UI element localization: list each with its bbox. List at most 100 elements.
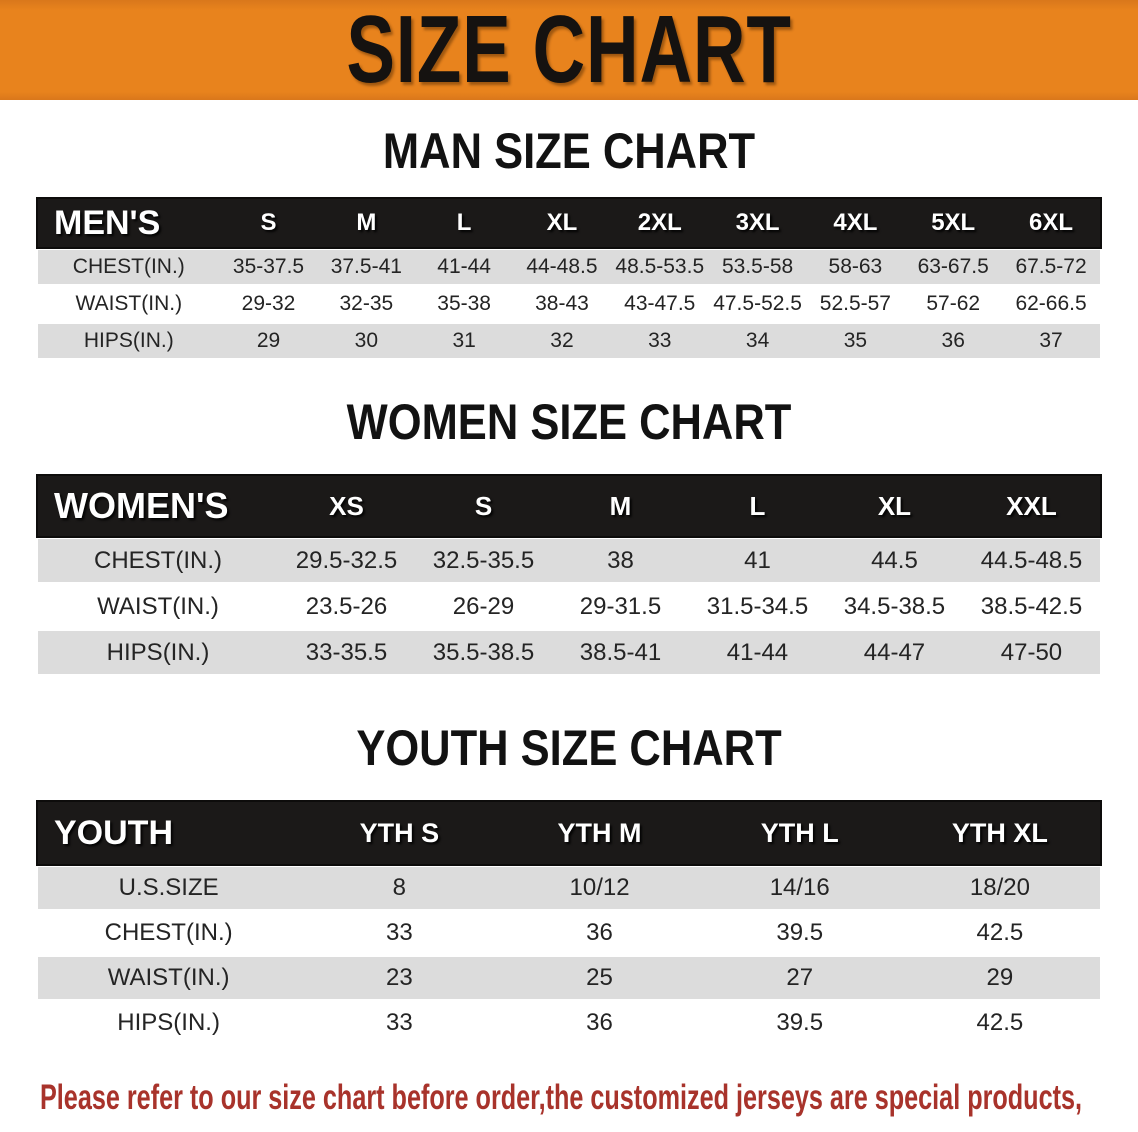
value-cell: 53.5-58 [721, 255, 794, 278]
value-cell: 31.5-34.5 [706, 592, 809, 620]
value-cell: 33 [385, 919, 413, 946]
size-table: WOMEN'S XS S M L XL XXL CHEST(IN.) 29.5-32.5 32.5… [38, 473, 1100, 677]
row-label-cell: CHEST(IN.) [72, 255, 185, 278]
value-cell: 29-31.5 [579, 592, 662, 620]
value-cell: 37 [1039, 329, 1063, 352]
value-cell: 30 [354, 329, 378, 352]
value-cell: 35-37.5 [232, 255, 305, 278]
table-row: WAIST(IN.) 23.5-26 26-29 29-31.5 31.5-34.5 34… [38, 585, 1100, 628]
size-column-header: 3XL [735, 209, 780, 236]
value-cell: 35.5-38.5 [432, 638, 535, 666]
table-row: HIPS(IN.) 33 36 39.5 42.5 [38, 1002, 1100, 1044]
size-column-header: XS [329, 490, 364, 521]
row-label-cell: WAIST(IN.) [75, 292, 183, 315]
value-cell: 29 [986, 964, 1014, 991]
women-section-heading: WOMEN SIZE CHART [346, 394, 792, 450]
row-label-cell: U.S.SIZE [118, 874, 219, 901]
banner-title: SIZE CHART [346, 0, 792, 103]
value-cell: 32.5-35.5 [432, 546, 535, 574]
value-cell: 34 [745, 329, 770, 352]
value-cell: 67.5-72 [1015, 255, 1087, 278]
table-row: U.S.SIZE 8 10/12 14/16 18/20 [38, 867, 1100, 909]
value-cell: 14/16 [769, 874, 830, 901]
value-cell: 31 [452, 329, 476, 352]
size-column-header: YTH L [760, 817, 839, 848]
value-cell: 27 [786, 964, 814, 991]
table-row: WAIST(IN.) 29-32 32-35 35-38 38-43 43-47.5 47.… [38, 287, 1100, 321]
table-row: HIPS(IN.) 29 30 31 32 33 34 35 36 37 [38, 324, 1100, 358]
women-size-table: WOMEN'S XS S M L XL XXL CHEST(IN.) 29.5-32.5 32.5… [38, 473, 1100, 677]
value-cell: 43-47.5 [624, 292, 696, 315]
size-column-header: XL [877, 490, 912, 521]
table-row: HIPS(IN.) 33-35.5 35.5-38.5 38.5-41 41-44 44-… [38, 631, 1100, 674]
value-cell: 39.5 [776, 1009, 824, 1036]
size-table: YOUTH YTH S YTH M YTH L YTH XL U.S.SIZE 8 10/12… [38, 799, 1100, 1047]
value-cell: 62-66.5 [1015, 292, 1087, 315]
value-cell: 41 [744, 546, 771, 574]
size-column-header: YTH XL [951, 817, 1048, 848]
row-label-cell: HIPS(IN.) [106, 638, 210, 666]
size-column-header: YTH S [359, 817, 440, 848]
table-title-cell: YOUTH [54, 813, 173, 852]
value-cell: 44-47 [863, 638, 926, 666]
value-cell: 38 [607, 546, 634, 574]
man-section-heading: MAN SIZE CHART [382, 123, 756, 179]
value-cell: 47.5-52.5 [713, 292, 802, 315]
value-cell: 36 [941, 329, 965, 352]
size-column-header: XXL [1006, 490, 1057, 521]
table-row: WAIST(IN.) 23 25 27 29 [38, 957, 1100, 999]
value-cell: 35 [843, 329, 868, 352]
value-cell: 39.5 [776, 919, 824, 946]
value-cell: 41-44 [437, 255, 491, 278]
table-header-row: YOUTH YTH S YTH M YTH L YTH XL [38, 802, 1100, 864]
value-cell: 23.5-26 [305, 592, 388, 620]
value-cell: 42.5 [976, 919, 1024, 946]
youth-size-table: YOUTH YTH S YTH M YTH L YTH XL U.S.SIZE 8 10/12… [38, 799, 1100, 1047]
disclaimer-line-2: we don't accept cancel, change, teturn o… [40, 1122, 963, 1132]
value-cell: 35-38 [437, 292, 491, 315]
row-label-cell: CHEST(IN.) [104, 919, 233, 946]
value-cell: 44.5 [871, 546, 918, 574]
size-column-header: S [474, 490, 493, 521]
value-cell: 18/20 [969, 874, 1030, 901]
value-cell: 44.5-48.5 [980, 546, 1083, 574]
table-title-cell: MEN'S [54, 203, 161, 242]
row-label-cell: WAIST(IN.) [107, 964, 230, 991]
size-column-header: 4XL [833, 209, 878, 236]
value-cell: 38.5-42.5 [980, 592, 1083, 620]
men-size-table: MEN'S S M L XL 2XL 3XL 4XL 5XL 6XL CHEST(IN.) 35-37… [38, 196, 1100, 361]
row-label-cell: HIPS(IN.) [83, 329, 174, 352]
value-cell: 33 [385, 1009, 413, 1036]
table-header-row: WOMEN'S XS S M L XL XXL [38, 476, 1100, 536]
size-column-header: XL [546, 209, 578, 236]
value-cell: 44-48.5 [526, 255, 598, 278]
value-cell: 29.5-32.5 [295, 546, 398, 574]
value-cell: 26-29 [452, 592, 515, 620]
size-column-header: 5XL [931, 209, 976, 236]
row-label-cell: WAIST(IN.) [97, 592, 219, 620]
row-label-cell: HIPS(IN.) [117, 1009, 220, 1036]
table-row: CHEST(IN.) 33 36 39.5 42.5 [38, 912, 1100, 954]
value-cell: 29 [256, 329, 281, 352]
value-cell: 63-67.5 [917, 255, 989, 278]
size-column-header: L [749, 490, 766, 521]
value-cell: 42.5 [976, 1009, 1024, 1036]
size-column-header: S [260, 209, 277, 236]
table-title-cell: WOMEN'S [54, 485, 229, 526]
size-table: MEN'S S M L XL 2XL 3XL 4XL 5XL 6XL CHEST(IN.) 35-37… [38, 196, 1100, 361]
size-column-header: 6XL [1029, 209, 1074, 236]
value-cell: 58-63 [828, 255, 883, 278]
disclaimer-text: Please refer to our size chart before or… [40, 1073, 1138, 1132]
value-cell: 36 [586, 919, 613, 946]
youth-section-heading: YOUTH SIZE CHART [356, 720, 782, 776]
value-cell: 29-32 [241, 292, 296, 315]
value-cell: 23 [385, 964, 413, 991]
value-cell: 25 [586, 964, 613, 991]
value-cell: 38.5-41 [579, 638, 662, 666]
value-cell: 33-35.5 [305, 638, 388, 666]
size-column-header: M [609, 490, 632, 521]
value-cell: 47-50 [1000, 638, 1063, 666]
value-cell: 32 [550, 329, 574, 352]
size-column-header: L [456, 209, 472, 236]
table-row: CHEST(IN.) 35-37.5 37.5-41 41-44 44-48.5 48.5… [38, 250, 1100, 284]
